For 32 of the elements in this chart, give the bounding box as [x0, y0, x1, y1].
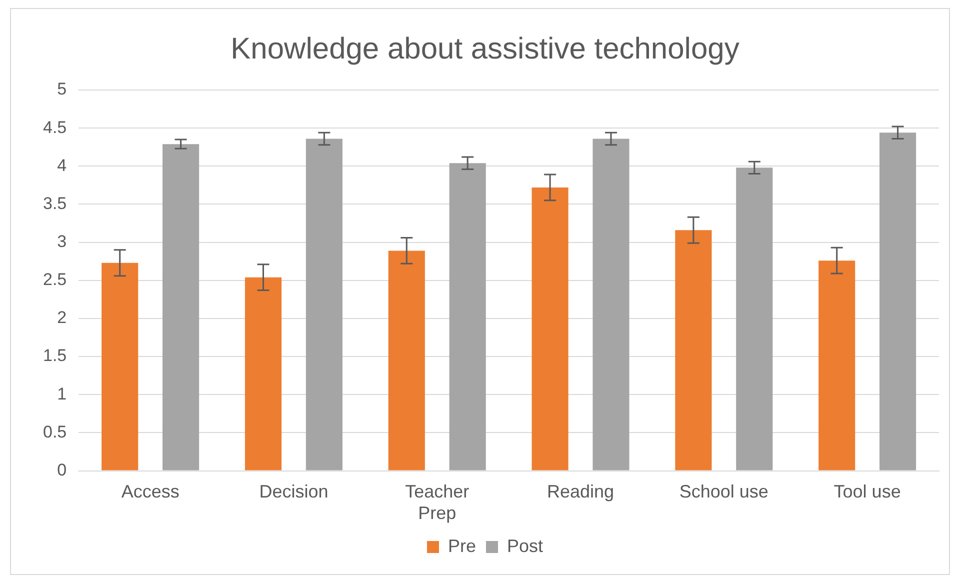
bar [102, 262, 138, 470]
bar [388, 250, 425, 470]
x-tick-label: Tool use [834, 482, 901, 502]
chart-title: Knowledge about assistive technology [230, 32, 740, 66]
y-tick-label: 0 [57, 460, 67, 480]
y-tick-label: 4.5 [42, 118, 67, 137]
bar [162, 144, 200, 470]
legend-label: Post [506, 536, 544, 556]
x-tick-label: School use [679, 482, 768, 502]
y-tick-label: 3 [57, 232, 67, 252]
bar [592, 138, 630, 470]
y-tick-label: 2 [57, 308, 67, 328]
x-tick-label: Decision [259, 482, 328, 502]
y-tick-label: 1.5 [42, 346, 67, 366]
bar [306, 138, 342, 470]
bar [449, 163, 486, 470]
y-tick-label: 3.5 [42, 194, 67, 213]
bar [736, 168, 773, 470]
y-tick-label: 4 [57, 156, 67, 175]
bar [818, 260, 856, 470]
y-tick-label: 2.5 [42, 270, 67, 290]
legend-label: Pre [448, 536, 476, 556]
x-tick-label: Access [121, 482, 180, 502]
bar [675, 230, 712, 470]
y-tick-label: 1 [57, 384, 67, 404]
x-tick-label: Teacher Prep [405, 482, 470, 524]
y-tick-label: 5 [57, 80, 67, 99]
bar [532, 187, 568, 470]
bar [244, 277, 282, 470]
y-tick-label: 0.5 [42, 422, 67, 442]
x-tick-label: Reading [546, 482, 614, 502]
bar [879, 132, 916, 470]
